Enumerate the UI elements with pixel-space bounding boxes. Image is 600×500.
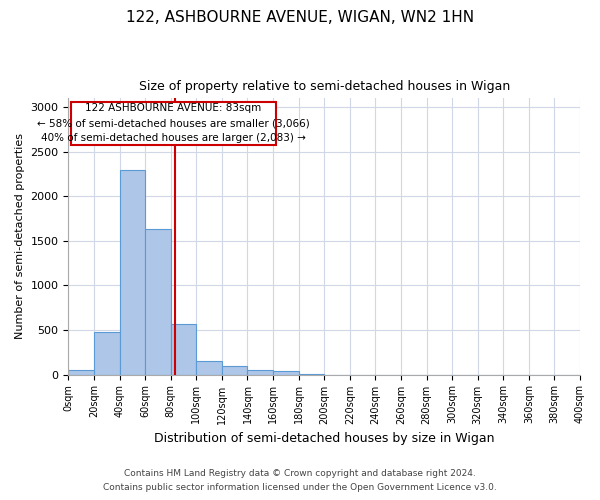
Text: 122, ASHBOURNE AVENUE, WIGAN, WN2 1HN: 122, ASHBOURNE AVENUE, WIGAN, WN2 1HN [126,10,474,25]
Bar [68,370,94,374]
Text: Contains public sector information licensed under the Open Government Licence v3: Contains public sector information licen… [103,484,497,492]
Bar [273,371,299,374]
Title: Size of property relative to semi-detached houses in Wigan: Size of property relative to semi-detach… [139,80,510,93]
Bar [71,102,275,144]
Bar [171,324,196,374]
Text: 40% of semi-detached houses are larger (2,083) →: 40% of semi-detached houses are larger (… [41,134,306,143]
Bar [119,170,145,374]
Bar [94,332,119,374]
Bar [145,230,171,374]
Bar [196,361,222,374]
Text: ← 58% of semi-detached houses are smaller (3,066): ← 58% of semi-detached houses are smalle… [37,118,310,128]
Text: 122 ASHBOURNE AVENUE: 83sqm: 122 ASHBOURNE AVENUE: 83sqm [85,104,262,114]
Bar [222,366,247,374]
Bar [247,370,273,374]
X-axis label: Distribution of semi-detached houses by size in Wigan: Distribution of semi-detached houses by … [154,432,494,445]
Y-axis label: Number of semi-detached properties: Number of semi-detached properties [15,134,25,340]
Text: Contains HM Land Registry data © Crown copyright and database right 2024.: Contains HM Land Registry data © Crown c… [124,468,476,477]
